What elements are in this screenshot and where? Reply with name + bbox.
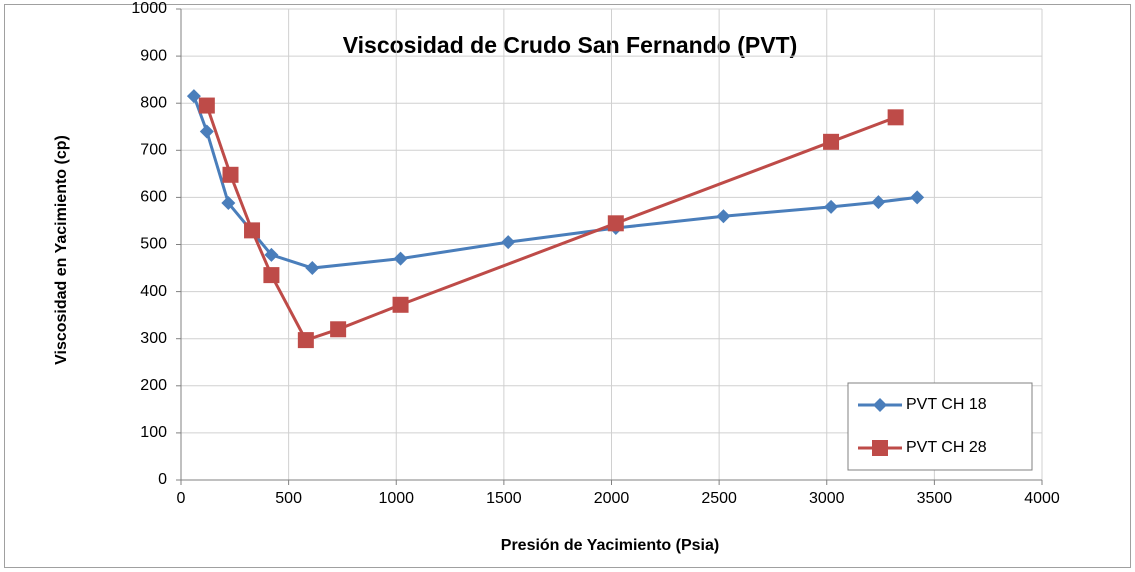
x-tick-label: 3000: [809, 490, 845, 507]
y-axis-label: Viscosidad en Yacimiento (cp): [53, 135, 70, 365]
marker: [186, 89, 201, 104]
x-tick-label: 0: [177, 490, 186, 507]
x-tick-label: 1500: [486, 490, 522, 507]
marker: [872, 440, 888, 456]
marker: [393, 251, 408, 266]
x-tick-label: 2500: [701, 490, 737, 507]
x-tick-label: 2000: [594, 490, 630, 507]
marker: [264, 247, 279, 262]
marker: [263, 267, 280, 284]
y-tick-label: 700: [140, 142, 167, 159]
marker: [221, 196, 236, 211]
x-tick-label: 500: [275, 490, 302, 507]
marker: [392, 296, 409, 313]
marker: [305, 261, 320, 276]
marker: [244, 222, 261, 239]
marker: [297, 332, 314, 349]
y-tick-label: 800: [140, 94, 167, 111]
marker: [330, 321, 347, 338]
x-tick-label: 3500: [917, 490, 953, 507]
marker: [716, 209, 731, 224]
chart-border: [4, 4, 1131, 568]
legend-label: PVT CH 18: [906, 396, 987, 413]
y-tick-label: 0: [158, 471, 167, 488]
y-tick-label: 500: [140, 236, 167, 253]
y-tick-label: 300: [140, 330, 167, 347]
marker: [871, 195, 886, 210]
y-tick-label: 1000: [131, 0, 167, 17]
marker: [607, 215, 624, 232]
chart-title: Viscosidad de Crudo San Fernando (PVT): [343, 32, 798, 58]
legend-label: PVT CH 28: [906, 439, 987, 456]
marker: [823, 133, 840, 150]
y-tick-label: 600: [140, 189, 167, 206]
marker: [199, 124, 214, 139]
marker: [824, 199, 839, 214]
marker: [887, 109, 904, 126]
marker: [222, 166, 239, 183]
y-tick-label: 400: [140, 283, 167, 300]
y-tick-label: 900: [140, 47, 167, 64]
series-line: [205, 105, 897, 342]
marker: [501, 235, 516, 250]
series-line: [192, 95, 918, 270]
y-tick-label: 200: [140, 377, 167, 394]
x-axis-label: Presión de Yacimiento (Psia): [501, 537, 719, 554]
marker: [910, 190, 925, 205]
x-tick-label: 1000: [378, 490, 414, 507]
y-tick-label: 100: [140, 424, 167, 441]
x-tick-label: 4000: [1024, 490, 1060, 507]
marker: [873, 398, 887, 412]
marker: [198, 97, 215, 114]
